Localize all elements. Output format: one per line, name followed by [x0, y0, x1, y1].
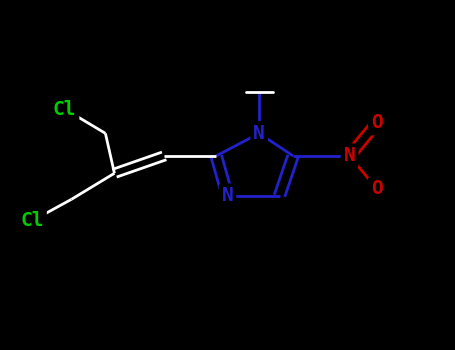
Text: Cl: Cl	[20, 211, 44, 230]
Text: Cl: Cl	[53, 99, 76, 119]
Text: N: N	[253, 124, 265, 143]
Text: N: N	[344, 146, 355, 166]
Text: O: O	[371, 180, 383, 198]
Text: O: O	[371, 113, 383, 132]
Text: N: N	[222, 186, 233, 205]
